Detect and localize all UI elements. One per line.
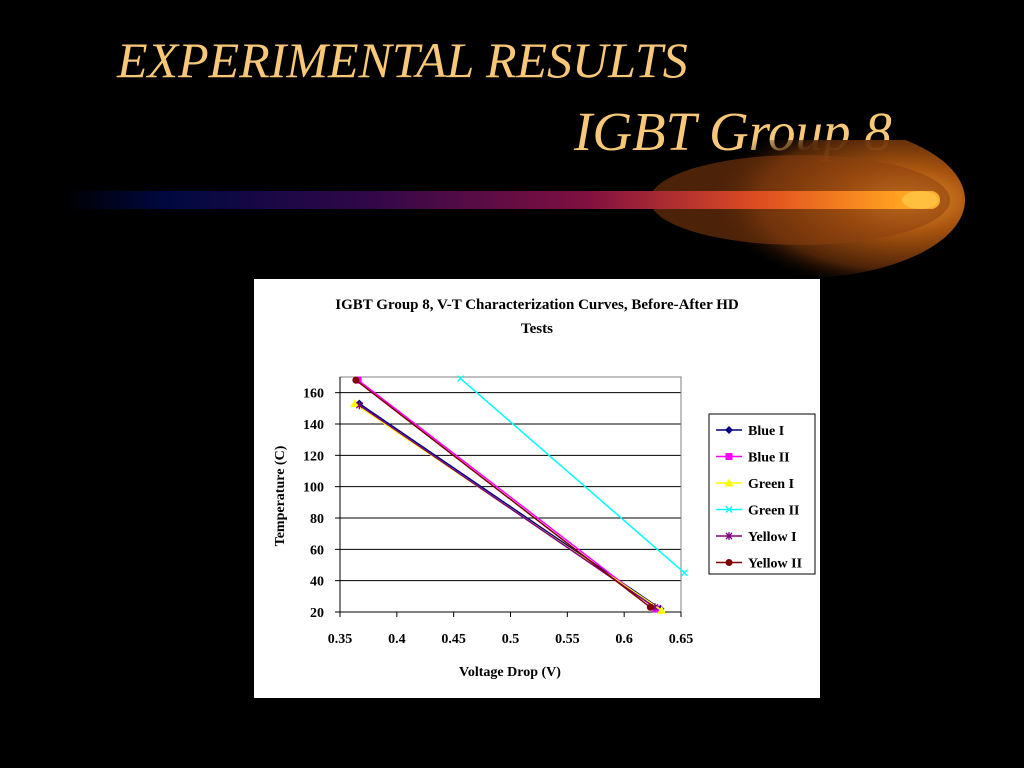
y-tick-label: 20 xyxy=(310,606,324,621)
y-tick-label: 100 xyxy=(303,481,324,496)
x-axis-label: Voltage Drop (V) xyxy=(459,665,561,680)
data-point xyxy=(680,569,688,577)
chart-title-line-2: Tests xyxy=(521,321,553,337)
series-lines xyxy=(350,375,688,614)
series-line xyxy=(459,378,685,574)
x-tick-label: 0.45 xyxy=(441,632,466,647)
series-5 xyxy=(352,376,654,611)
legend-box xyxy=(708,413,816,575)
chart-title-line-1: IGBT Group 8, V-T Characterization Curve… xyxy=(335,297,739,313)
y-tick-label: 60 xyxy=(310,543,324,558)
axes xyxy=(335,376,682,617)
legend-marker xyxy=(725,532,733,540)
y-tick-label: 160 xyxy=(303,387,324,402)
legend-marker xyxy=(725,559,733,566)
data-point xyxy=(646,603,654,611)
data-point xyxy=(457,375,464,383)
legend-item: Green I xyxy=(716,477,794,492)
x-tick-label: 0.35 xyxy=(328,632,353,647)
legend-item: Yellow II xyxy=(716,557,802,572)
legend-label: Green I xyxy=(748,477,794,492)
legend-label: Blue II xyxy=(748,451,790,466)
grid-lines xyxy=(340,392,681,613)
y-tick-label: 120 xyxy=(303,449,324,464)
data-point xyxy=(355,401,363,410)
x-tick-label: 0.4 xyxy=(388,632,406,647)
x-tick-label: 0.65 xyxy=(669,632,694,647)
legend-item: Blue I xyxy=(716,424,784,439)
legend-marker xyxy=(725,453,733,460)
legend-marker xyxy=(725,506,733,513)
x-tick-labels: 0.35 0.4 0.45 0.5 0.55 0.6 0.65 xyxy=(328,632,694,647)
series-line xyxy=(355,379,651,608)
legend-item: Green II xyxy=(716,504,799,519)
slide-title: EXPERIMENTAL RESULTS xyxy=(117,32,688,88)
data-point xyxy=(352,376,360,384)
y-tick-label: 140 xyxy=(303,418,324,433)
series-3 xyxy=(457,375,688,577)
data-point xyxy=(657,605,667,614)
series-1 xyxy=(354,376,660,613)
chart-panel: IGBT Group 8, V-T Characterization Curve… xyxy=(254,279,820,698)
plot-area xyxy=(339,376,682,613)
legend-label: Blue I xyxy=(748,424,784,439)
legend-label: Green II xyxy=(748,504,799,519)
y-tick-label: 80 xyxy=(310,512,324,527)
legend-marker xyxy=(725,426,733,434)
legend-label: Yellow II xyxy=(748,557,802,572)
x-tick-label: 0.5 xyxy=(502,632,520,647)
legend-item: Yellow I xyxy=(716,530,797,545)
legend-label: Yellow I xyxy=(748,530,797,545)
y-tick-label: 40 xyxy=(310,575,324,590)
chart-legend: Blue I Blue II Green I Green II Yellow I Yell… xyxy=(708,413,816,575)
series-line xyxy=(357,379,657,610)
legend-marker xyxy=(724,478,734,487)
legend-item: Blue II xyxy=(716,451,790,466)
comet-decoration xyxy=(60,140,965,278)
y-axis-label: Temperature (C) xyxy=(273,445,288,546)
x-tick-label: 0.55 xyxy=(555,632,580,647)
line-chart: IGBT Group 8, V-T Characterization Curve… xyxy=(273,297,816,680)
data-point xyxy=(350,399,360,408)
y-tick-labels: 20 40 60 80 100 120 140 160 xyxy=(303,387,324,621)
x-tick-label: 0.6 xyxy=(615,632,633,647)
